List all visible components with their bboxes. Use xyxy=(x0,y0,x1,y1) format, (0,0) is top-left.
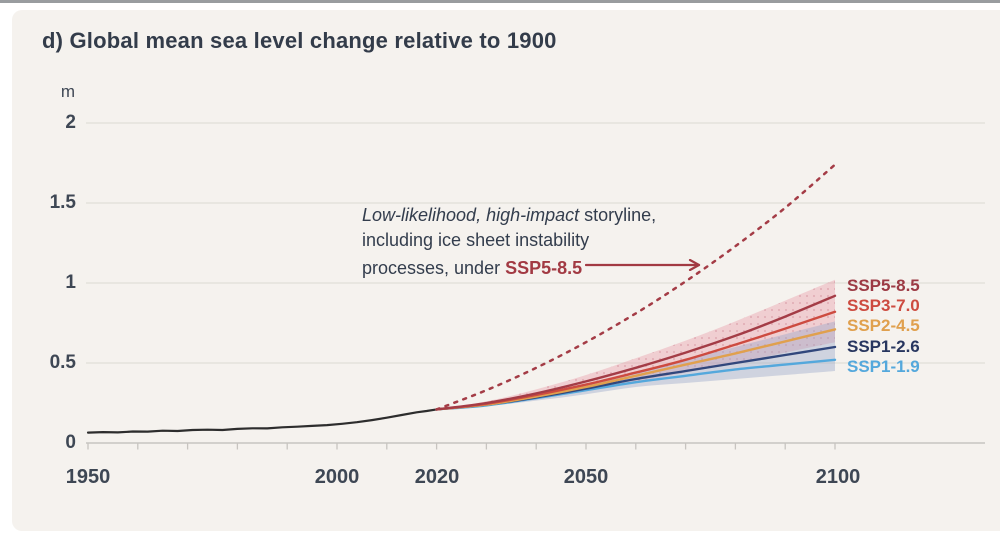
chart-title: d) Global mean sea level change relative… xyxy=(42,28,557,53)
legend-label-ssp2-4-5: SSP2-4.5 xyxy=(847,316,920,336)
x-tick-label-2100: 2100 xyxy=(815,466,861,488)
legend-label-ssp1-2-6: SSP1-2.6 xyxy=(847,336,920,356)
annotation-line-1: Low-likelihood, high-impact storyline, xyxy=(362,203,703,228)
x-tick-label-2050: 2050 xyxy=(563,466,609,488)
low-likelihood-annotation: Low-likelihood, high-impact storyline, i… xyxy=(362,203,703,281)
y-tick-label-2: 2 xyxy=(65,112,76,133)
scenario-line-ssp5-8-5 xyxy=(435,294,837,411)
top-edge-line xyxy=(0,0,1000,3)
uncertainty-band-dots xyxy=(436,279,835,410)
y-tick-label-0-5: 0.5 xyxy=(49,352,76,373)
annotation-line1-rest: storyline, xyxy=(579,205,657,225)
annotation-italic-text: Low-likelihood, high-impact xyxy=(362,205,580,225)
x-tick-label-2000: 2000 xyxy=(314,466,360,488)
y-tick-label-0: 0 xyxy=(65,432,76,453)
historical-line xyxy=(86,408,438,434)
x-tick-label-2020: 2020 xyxy=(414,466,460,488)
dashed-low-likelihood-line xyxy=(435,163,837,411)
y-tick-label-1: 1 xyxy=(65,272,76,293)
annotation-line-2: including ice sheet instability xyxy=(362,230,590,250)
annotation-line-3: processes, under SSP5-8.5 xyxy=(362,253,703,281)
annotation-scenario-ref: SSP5-8.5 xyxy=(505,258,583,278)
y-tick-label-1-5: 1.5 xyxy=(49,192,76,213)
uncertainty-band-ssp1-2.6 xyxy=(436,321,835,410)
y-axis-unit-label: m xyxy=(60,82,76,101)
legend-label-ssp1-1-9: SSP1-1.9 xyxy=(847,356,920,376)
annotation-line3-prefix: processes, under xyxy=(362,258,506,278)
arrow-right-icon xyxy=(585,253,703,278)
x-tick-label-1950: 1950 xyxy=(65,466,111,488)
legend-label-ssp3-7-0: SSP3-7.0 xyxy=(847,296,920,316)
legend-label-ssp5-8-5: SSP5-8.5 xyxy=(847,276,920,295)
